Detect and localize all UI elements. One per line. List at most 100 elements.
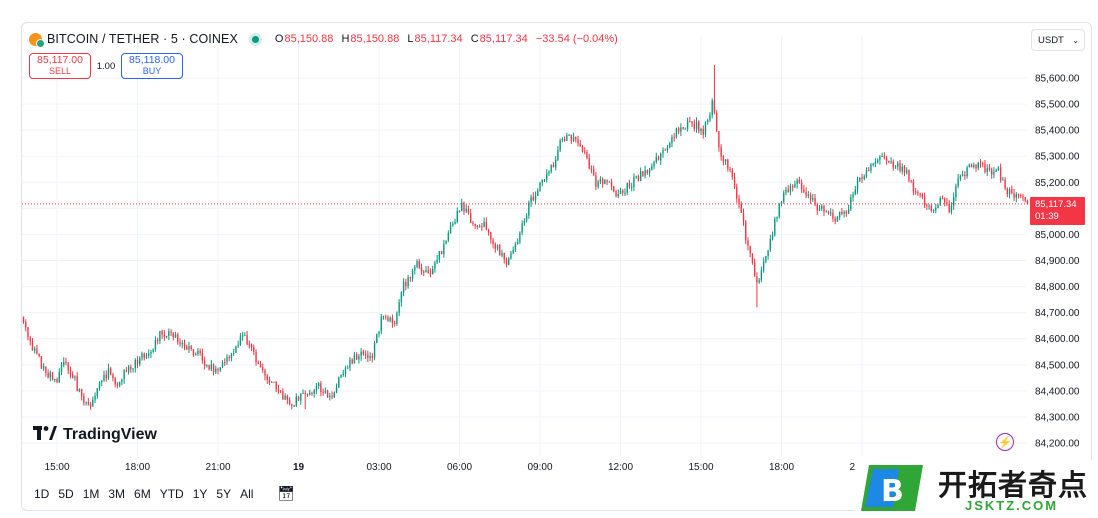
candle-body [592, 169, 595, 176]
watermark-logo-icon: B [861, 465, 923, 511]
range-1y[interactable]: 1Y [192, 486, 208, 501]
quantity-value[interactable]: 1.00 [96, 60, 116, 72]
candle-body [693, 123, 695, 129]
candle-body [474, 223, 476, 226]
candle-body [136, 360, 139, 365]
candle-body [275, 381, 277, 390]
last-price-label: 85,117.34 01:39 [1030, 197, 1085, 225]
candle-body [322, 392, 324, 394]
close-value: 85,117.34 [479, 33, 528, 45]
candle-body [65, 361, 67, 364]
candle-body [968, 164, 971, 168]
candle-body [906, 170, 908, 173]
candle-body [364, 354, 367, 356]
candle-body [787, 189, 789, 193]
candle-body [738, 198, 740, 205]
chart-frame [21, 22, 1092, 511]
candle-body [749, 245, 751, 254]
candle-body [385, 316, 387, 318]
lightning-icon[interactable]: ⚡ [996, 433, 1014, 451]
range-3m[interactable]: 3M [108, 486, 126, 501]
candle-body [959, 175, 962, 179]
candle-body [966, 167, 968, 177]
range-1d[interactable]: 1D [34, 486, 50, 501]
candle-body [402, 281, 405, 293]
range-6m[interactable]: 6M [134, 486, 151, 501]
candle-body [702, 128, 704, 135]
candle-body [98, 382, 101, 389]
candle-body [700, 128, 702, 132]
candle-body [859, 177, 861, 181]
candle-body [939, 198, 941, 206]
candle-body [528, 202, 530, 216]
calendar-icon[interactable]: 📅︎ [277, 485, 296, 501]
candle-body [552, 164, 555, 168]
candle-body [809, 194, 812, 200]
candle-body [221, 362, 224, 368]
candle-body [297, 396, 300, 401]
candle-body [861, 177, 863, 179]
candle-body [344, 367, 347, 374]
candle-body [255, 351, 257, 362]
candle-body [188, 346, 190, 350]
candle-body [930, 205, 933, 211]
candle-body [87, 402, 90, 404]
candle-body [177, 334, 179, 343]
tradingview-logo[interactable]: TradingView [33, 426, 157, 444]
candle-body [1017, 194, 1020, 196]
candle-body [961, 174, 964, 176]
candle-body [633, 177, 635, 187]
candle-body [910, 180, 912, 182]
range-5y[interactable]: 5Y [216, 486, 232, 501]
candle-body [317, 383, 320, 387]
buy-button[interactable]: 85,118.00 BUY [121, 53, 183, 79]
sell-button[interactable]: 85,117.00 SELL [29, 53, 91, 79]
candle-body [903, 166, 906, 173]
candle-body [610, 181, 613, 187]
y-tick-label: 84,700.00 [1035, 308, 1080, 319]
candle-body [760, 270, 763, 281]
y-tick-label: 84,800.00 [1035, 282, 1080, 293]
candle-body [727, 159, 729, 169]
candle-body [825, 211, 827, 213]
candle-body [669, 143, 671, 148]
range-all[interactable]: All [240, 486, 254, 501]
market-status-icon[interactable] [251, 35, 259, 43]
candle-body [635, 176, 637, 178]
candle-body [854, 189, 856, 195]
range-ytd[interactable]: YTD [159, 486, 184, 501]
range-5d[interactable]: 5D [58, 486, 74, 501]
candle-body [492, 239, 494, 245]
candle-body [130, 366, 132, 370]
candle-body [1004, 179, 1006, 189]
candle-body [577, 139, 579, 144]
candle-body [56, 378, 58, 383]
candle-body [201, 353, 204, 361]
candle-body [31, 341, 34, 351]
candle-body [771, 234, 774, 240]
symbol-title[interactable]: BITCOIN / TETHER · 5 · COINEX [47, 32, 238, 46]
candle-body [208, 365, 210, 370]
candle-body [414, 266, 416, 271]
candle-body [724, 159, 727, 162]
candle-body [125, 370, 128, 372]
range-1m[interactable]: 1M [82, 486, 100, 501]
open-value: 85,150.88 [284, 33, 334, 45]
x-tick-label: 19 [293, 462, 305, 473]
currency-select[interactable]: USDT ⌄ [1031, 29, 1085, 51]
candle-body [615, 191, 617, 197]
candle-body [894, 166, 897, 168]
candle-body [655, 156, 657, 163]
candle-body [219, 367, 221, 371]
y-tick-label: 84,900.00 [1035, 256, 1080, 267]
candle-body [369, 356, 371, 358]
candle-body [926, 204, 928, 206]
watermark: B 开拓者奇点 JSKTZ.COM [855, 460, 1098, 518]
candle-body [532, 196, 535, 201]
candle-body [747, 240, 749, 246]
candle-body [71, 374, 74, 378]
candle-body [682, 127, 684, 129]
candle-body [1026, 200, 1029, 204]
candle-body [769, 239, 772, 251]
